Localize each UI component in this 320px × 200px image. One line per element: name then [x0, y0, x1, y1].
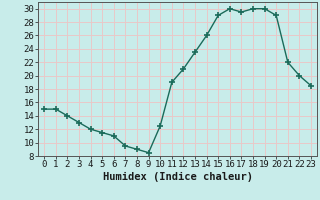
- X-axis label: Humidex (Indice chaleur): Humidex (Indice chaleur): [103, 172, 252, 182]
